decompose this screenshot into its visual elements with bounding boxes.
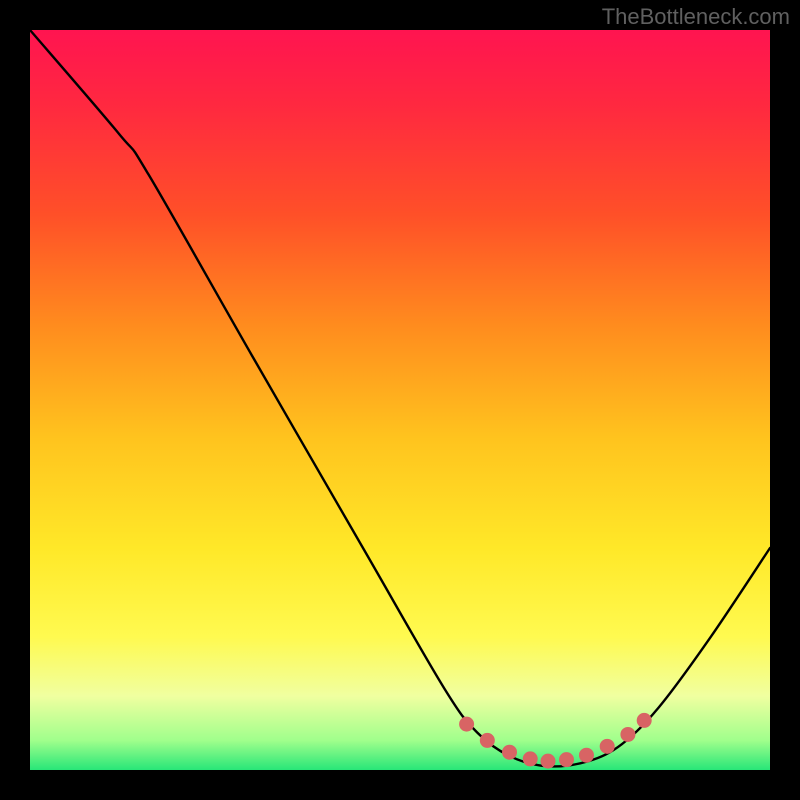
marker-dot	[523, 751, 538, 766]
marker-dot	[637, 713, 652, 728]
marker-dot	[502, 745, 517, 760]
marker-dot	[579, 748, 594, 763]
marker-dot	[459, 717, 474, 732]
marker-dot	[600, 739, 615, 754]
marker-dot	[480, 733, 495, 748]
marker-dot	[541, 754, 556, 769]
marker-dot	[620, 727, 635, 742]
attribution-text: TheBottleneck.com	[602, 4, 790, 30]
plot-background	[30, 30, 770, 770]
chart-svg	[0, 0, 800, 800]
chart-container: TheBottleneck.com	[0, 0, 800, 800]
marker-dot	[559, 752, 574, 767]
